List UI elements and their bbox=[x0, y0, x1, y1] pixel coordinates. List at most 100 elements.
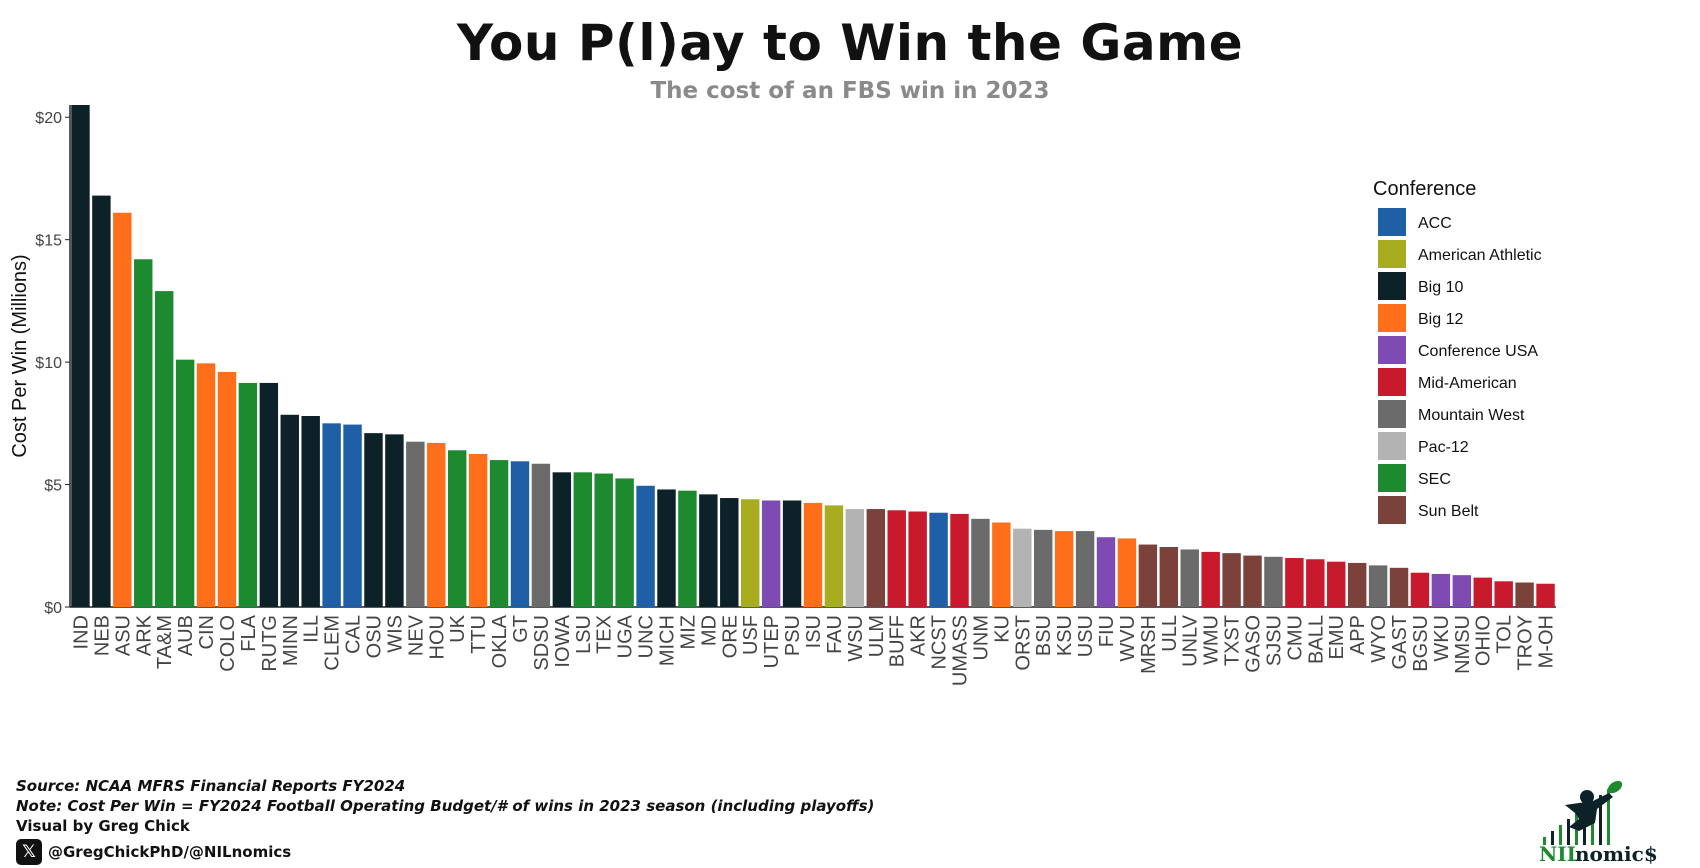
x-tick-label: ORE bbox=[719, 615, 741, 658]
x-tick-label: FLA bbox=[238, 614, 260, 651]
bar bbox=[489, 460, 509, 607]
bar bbox=[71, 105, 90, 607]
bar bbox=[1327, 561, 1346, 607]
logo-bars-icon bbox=[1543, 789, 1610, 845]
x-tick-label: WMU bbox=[1201, 615, 1223, 665]
legend: Conference ACC American Athletic Big 10 Big … bbox=[1373, 178, 1542, 524]
x-axis-labels: INDNEBASUARKTA&MAUBCINCOLOFLARUTGMINNILL… bbox=[70, 614, 1557, 686]
bar bbox=[134, 259, 153, 607]
x-tick-label: ARK bbox=[133, 614, 155, 656]
x-tick-label: WVU bbox=[1117, 615, 1139, 662]
bar bbox=[1494, 581, 1513, 607]
bar bbox=[887, 510, 906, 607]
bar bbox=[594, 473, 613, 607]
x-tick-label: UNLV bbox=[1180, 614, 1202, 667]
social-handle[interactable]: 𝕏 @GregChickPhD/@NILnomics bbox=[16, 839, 291, 865]
legend-label: Big 12 bbox=[1418, 311, 1463, 328]
y-tick-label: $20 bbox=[35, 110, 62, 127]
bar bbox=[427, 442, 446, 607]
x-tick-label: CMU bbox=[1284, 615, 1306, 661]
bar bbox=[1159, 547, 1179, 607]
bar bbox=[845, 509, 865, 607]
x-tick-label: KU bbox=[991, 615, 1013, 643]
bar bbox=[406, 441, 425, 607]
handle-text: @GregChickPhD/@NILnomics bbox=[48, 843, 292, 861]
x-tick-label: ILL bbox=[301, 615, 323, 643]
bars-group bbox=[71, 105, 1555, 608]
x-tick-label: ULM bbox=[866, 615, 888, 657]
x-tick-label: UMASS bbox=[950, 615, 972, 686]
bar bbox=[259, 382, 279, 607]
bar bbox=[364, 433, 383, 607]
bar bbox=[824, 505, 844, 607]
logo-text-nomics: nomic$ bbox=[1575, 842, 1658, 865]
bar bbox=[1368, 565, 1388, 607]
bar bbox=[1138, 544, 1158, 607]
x-tick-label: AUB bbox=[175, 615, 197, 656]
x-logo-icon: 𝕏 bbox=[16, 839, 42, 865]
x-tick-label: OHIO bbox=[1473, 615, 1495, 666]
legend-label: Mid-American bbox=[1418, 375, 1517, 392]
x-tick-label: TXST bbox=[1222, 615, 1244, 666]
method-note: Note: Cost Per Win = FY2024 Football Ope… bbox=[16, 797, 875, 815]
bar bbox=[1515, 582, 1534, 607]
legend-label: Sun Belt bbox=[1418, 503, 1479, 520]
bar bbox=[175, 359, 195, 607]
bar bbox=[468, 453, 488, 607]
bar bbox=[971, 518, 990, 607]
bar bbox=[1201, 551, 1220, 607]
bar bbox=[1096, 537, 1116, 607]
logo-text-nil: NIL bbox=[1539, 842, 1581, 865]
x-tick-label: NMSU bbox=[1452, 615, 1474, 674]
legend-label: Pac-12 bbox=[1418, 439, 1469, 456]
legend-swatch bbox=[1378, 464, 1406, 492]
x-tick-label: MIZ bbox=[677, 615, 699, 649]
bar bbox=[1034, 529, 1053, 607]
x-tick-label: OSU bbox=[363, 615, 385, 658]
legend-label: Conference USA bbox=[1418, 343, 1538, 360]
legend-swatch bbox=[1378, 304, 1406, 332]
bar bbox=[908, 511, 927, 607]
bar bbox=[1264, 556, 1283, 607]
x-tick-label: TOL bbox=[1494, 615, 1516, 654]
legend-swatch bbox=[1378, 368, 1406, 396]
bar bbox=[1054, 531, 1074, 607]
legend-swatch bbox=[1378, 208, 1406, 236]
x-tick-label: WSU bbox=[845, 615, 867, 662]
football-player-icon bbox=[1565, 780, 1623, 831]
bar bbox=[343, 424, 362, 607]
bar bbox=[238, 382, 258, 607]
bar bbox=[1075, 531, 1095, 607]
x-tick-label: FIU bbox=[1096, 615, 1118, 647]
y-tick-label: $10 bbox=[35, 355, 62, 372]
bar bbox=[1243, 555, 1262, 607]
bar bbox=[1222, 553, 1241, 607]
legend-swatch bbox=[1378, 240, 1406, 268]
x-tick-label: IND bbox=[70, 615, 92, 649]
bar bbox=[1180, 549, 1199, 607]
x-tick-label: BUFF bbox=[887, 615, 909, 667]
x-tick-label: CIN bbox=[196, 615, 218, 649]
x-tick-label: MD bbox=[698, 615, 720, 646]
bar bbox=[1013, 528, 1032, 607]
y-tick-label: $0 bbox=[44, 600, 62, 617]
x-tick-label: GAST bbox=[1389, 615, 1411, 669]
x-tick-label: TROY bbox=[1515, 615, 1537, 671]
bar bbox=[113, 212, 132, 607]
bar bbox=[385, 434, 404, 607]
bar bbox=[217, 371, 237, 607]
y-tick-label: $5 bbox=[44, 478, 62, 495]
y-tick-label: $15 bbox=[35, 233, 62, 250]
bar bbox=[1473, 577, 1492, 607]
bar bbox=[1347, 562, 1367, 607]
bar bbox=[636, 485, 655, 607]
x-tick-label: MINN bbox=[280, 615, 302, 666]
bar bbox=[615, 478, 634, 607]
bar bbox=[950, 513, 969, 607]
x-tick-label: GASO bbox=[1243, 615, 1265, 673]
x-tick-label: ORST bbox=[1012, 615, 1034, 671]
bar bbox=[92, 195, 111, 608]
x-tick-label: MICH bbox=[656, 615, 678, 666]
bar bbox=[929, 512, 948, 607]
x-tick-label: SJSU bbox=[1263, 615, 1285, 666]
